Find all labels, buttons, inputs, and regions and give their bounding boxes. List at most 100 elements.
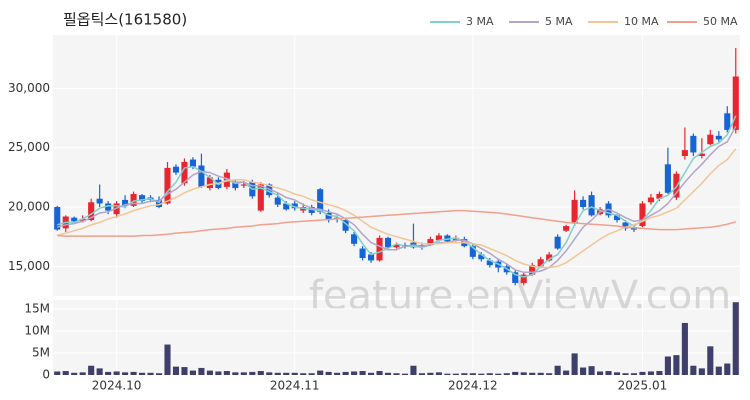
volume-bar — [334, 372, 341, 375]
volume-bar — [580, 367, 587, 375]
volume-bar — [512, 371, 519, 375]
volume-bar — [647, 371, 654, 375]
candle-body — [664, 164, 671, 193]
candle-body — [393, 244, 400, 248]
volume-bar — [495, 373, 502, 375]
volume-bar — [79, 372, 86, 375]
volume-bar — [486, 373, 493, 375]
candle-body — [164, 167, 171, 204]
candle-body — [681, 150, 688, 157]
candle-body — [698, 153, 705, 157]
volume-bar — [257, 371, 264, 375]
legend-label: 10 MA — [624, 15, 659, 28]
candle-body — [622, 222, 629, 229]
volume-bar — [291, 372, 298, 375]
candle-body — [96, 198, 103, 204]
candle-body — [105, 203, 112, 211]
volume-bar — [681, 322, 688, 375]
volume-bar — [427, 372, 434, 375]
candle-body — [571, 199, 578, 224]
volume-bar — [172, 366, 180, 375]
volume-bar — [130, 371, 137, 375]
candle-body — [257, 184, 264, 211]
candle-body — [452, 237, 459, 241]
y-tick-label: 15,000 — [8, 259, 50, 273]
volume-bar — [605, 371, 612, 375]
ma-line — [57, 209, 736, 237]
volume-bar — [181, 367, 188, 375]
volume-bar — [613, 372, 621, 375]
volume-bar — [707, 346, 714, 375]
volume-bar — [376, 371, 383, 375]
y-tick-label: 10M — [24, 323, 50, 337]
volume-bar — [249, 371, 256, 375]
candle-body — [546, 254, 553, 261]
candle-body — [122, 199, 129, 206]
candle-body — [690, 135, 697, 153]
volume-bar — [96, 368, 103, 375]
volume-bar — [698, 368, 705, 375]
candle-body — [79, 218, 86, 222]
candle-body — [520, 274, 527, 283]
candle-body — [537, 259, 544, 267]
volume-bar — [62, 371, 69, 375]
volume-bar — [520, 372, 527, 375]
candle-body — [189, 159, 196, 167]
y-tick-label: 15M — [24, 301, 50, 315]
volume-bar — [656, 371, 663, 375]
volume-bar — [71, 372, 78, 375]
volume-bar — [232, 372, 239, 375]
volume-bar — [300, 373, 307, 375]
candle-body — [469, 246, 476, 257]
candle-body — [613, 215, 621, 221]
candle-body — [376, 237, 383, 261]
volume-bar — [630, 373, 638, 375]
candle-body — [274, 197, 281, 205]
volume-bar — [503, 373, 510, 375]
candle-body — [130, 193, 137, 206]
volume-bar — [444, 373, 451, 375]
candle-body — [656, 193, 663, 199]
volume-bar — [384, 372, 392, 375]
price-panel — [53, 35, 740, 296]
volume-bar — [189, 370, 196, 375]
volume-bar — [410, 365, 417, 375]
volume-bar — [673, 355, 680, 375]
chart-title: 필옵틱스(161580) — [63, 11, 187, 29]
candle-body — [715, 135, 722, 140]
volume-bar — [274, 372, 281, 375]
volume-bar — [588, 366, 595, 375]
candle-body — [724, 113, 731, 130]
volume-bar — [537, 372, 544, 375]
volume-bar — [317, 370, 324, 375]
volume-bar — [435, 372, 442, 375]
volume-bar — [563, 370, 570, 375]
candle-body — [155, 199, 163, 208]
volume-bar — [368, 372, 375, 375]
volume-bar — [639, 371, 646, 375]
ma-line — [56, 125, 737, 274]
candle-body — [54, 207, 61, 230]
candle-body — [198, 165, 205, 187]
ma-line — [56, 115, 737, 278]
candle-body — [351, 234, 358, 244]
candle-body — [325, 212, 332, 221]
volume-bar — [215, 371, 222, 375]
volume-bar — [359, 371, 366, 375]
candle-body — [283, 203, 290, 210]
ma-line — [56, 148, 737, 269]
candle-body — [206, 177, 213, 189]
volume-bar — [105, 371, 112, 375]
y-tick-label: 0 — [42, 368, 50, 382]
y-tick-label: 25,000 — [8, 140, 50, 154]
volume-bar — [198, 367, 205, 375]
volume-bar — [325, 371, 332, 375]
candle-body — [368, 254, 375, 261]
volume-bar — [461, 373, 468, 375]
candle-body — [384, 237, 392, 248]
volume-bar — [724, 363, 731, 375]
candle-body — [512, 272, 519, 283]
candle-body — [732, 76, 739, 130]
x-tick-label: 2024.10 — [92, 379, 142, 393]
volume-bar — [164, 344, 171, 375]
